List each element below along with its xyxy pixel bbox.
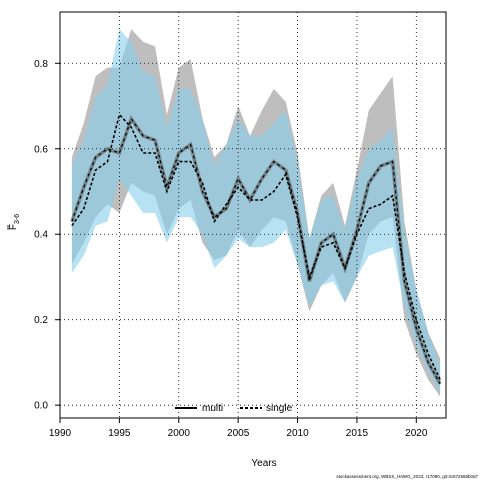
svg-text:F3-6: F3-6 [8, 214, 21, 230]
series-lines [70, 112, 442, 385]
y-tick-label-0.4: 0.4 [34, 230, 48, 241]
legend-single-label: single [266, 403, 293, 414]
series-line-multi-halo [70, 114, 442, 385]
footer-text: stockassessment.org, WBSS_HAWG_2023, r17… [336, 474, 478, 479]
x-axis-title: Years [251, 458, 276, 469]
y-tick-label-0.6: 0.6 [34, 144, 48, 155]
y-tick-label-0.8: 0.8 [34, 59, 48, 70]
confidence-bands [71, 29, 441, 397]
x-tick-label-2010: 2010 [286, 428, 309, 439]
x-tick-label-1990: 1990 [49, 428, 72, 439]
y-axis-title-main: F [8, 224, 19, 230]
y-axis-title: F3-6 [7, 214, 21, 230]
ci-band-single [71, 29, 441, 393]
legend: multi single [175, 403, 293, 414]
x-tick-label-2020: 2020 [405, 428, 428, 439]
axis-ticks: 1990 1995 2000 2005 2010 2015 2020 0.0 0.2 0.4 0.6… [34, 59, 428, 439]
grid [59, 12, 446, 418]
series-line-single [71, 112, 441, 380]
x-tick-label-2005: 2005 [227, 428, 250, 439]
plot-frame [59, 11, 447, 419]
y-tick-label-0.2: 0.2 [34, 315, 48, 326]
y-tick-label-0.0: 0.0 [34, 401, 48, 412]
x-tick-label-2000: 2000 [168, 428, 191, 439]
y-axis-title-sub: 3-6 [14, 214, 21, 224]
x-tick-label-1995: 1995 [108, 428, 131, 439]
legend-multi-label: multi [202, 403, 223, 414]
x-tick-label-2015: 2015 [346, 428, 369, 439]
